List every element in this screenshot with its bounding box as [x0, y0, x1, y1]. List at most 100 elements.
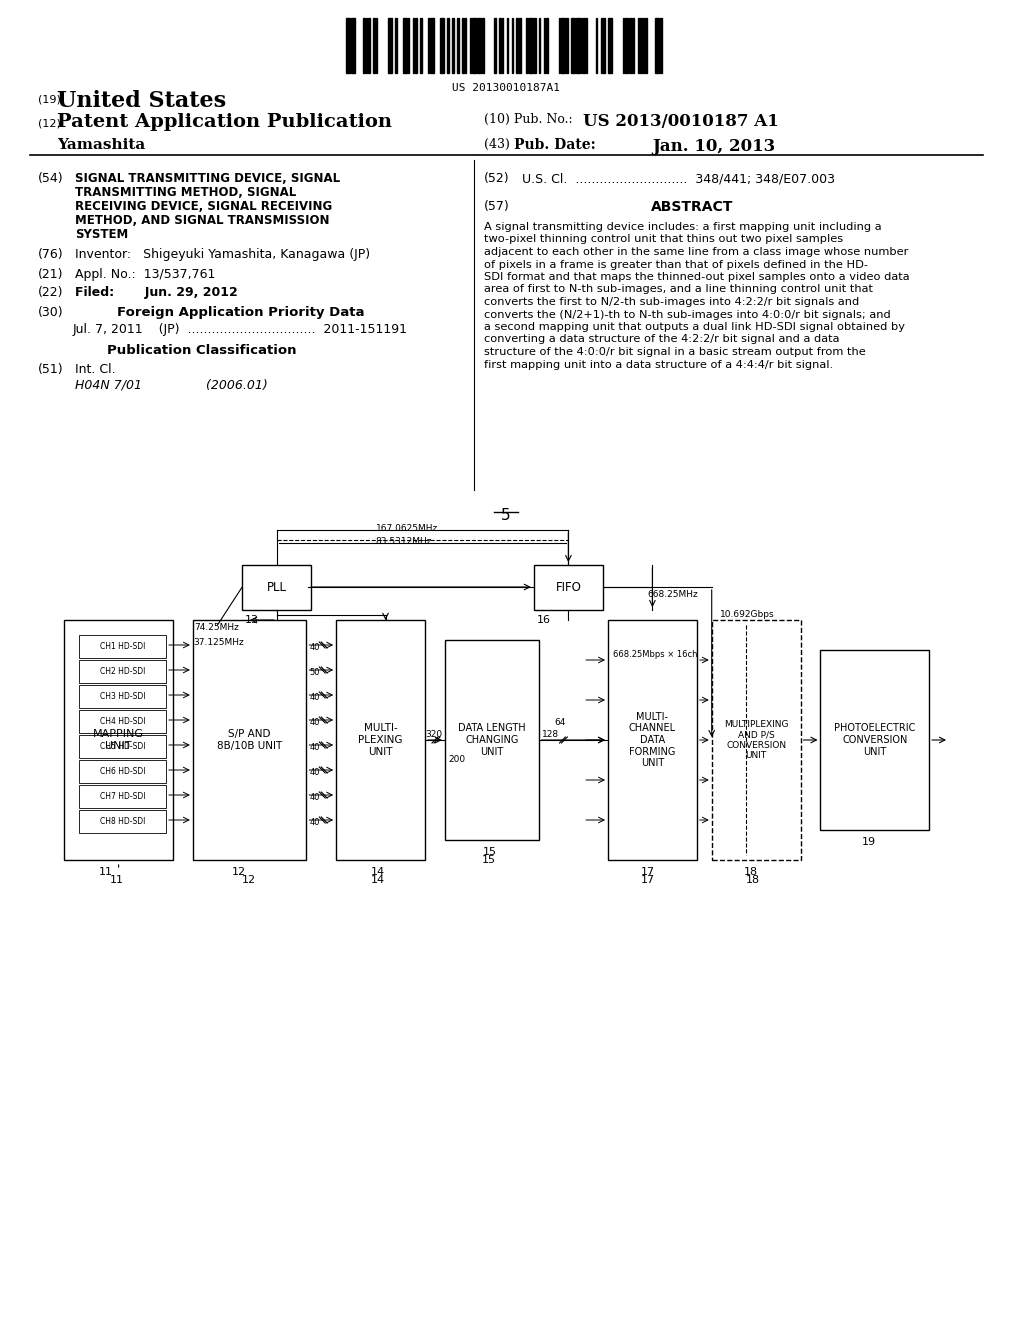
Text: CH3 HD-SDI: CH3 HD-SDI [99, 692, 145, 701]
Bar [610, 18, 612, 73]
Text: 320: 320 [425, 730, 442, 739]
Bar [558, 18, 560, 73]
Bar [640, 18, 642, 73]
Bar [465, 18, 466, 73]
Text: 128: 128 [542, 730, 559, 739]
Text: CH5 HD-SDI: CH5 HD-SDI [99, 742, 145, 751]
Bar [376, 18, 378, 73]
Bar [79, 785, 166, 808]
Text: 83.5312MHz: 83.5312MHz [376, 537, 432, 546]
Text: 11: 11 [99, 867, 113, 876]
Text: Jul. 7, 2011    (JP)  ................................  2011-151191: Jul. 7, 2011 (JP) ......................… [72, 323, 408, 337]
Text: 11: 11 [110, 875, 124, 884]
Text: Yamashita: Yamashita [57, 139, 145, 152]
Text: MULTI-
CHANNEL
DATA
FORMING
UNIT: MULTI- CHANNEL DATA FORMING UNIT [629, 711, 676, 768]
Text: of pixels in a frame is greater than that of pixels defined in the HD-: of pixels in a frame is greater than tha… [484, 260, 868, 269]
Text: Publication Classification: Publication Classification [106, 345, 296, 356]
Text: first mapping unit into a data structure of a 4:4:4/r bit signal.: first mapping unit into a data structure… [484, 359, 834, 370]
Bar [584, 18, 585, 73]
Text: 14: 14 [371, 875, 385, 884]
Text: Jan. 10, 2013: Jan. 10, 2013 [652, 139, 775, 154]
Bar [628, 18, 630, 73]
Text: (30): (30) [38, 306, 63, 319]
Text: 12: 12 [232, 867, 247, 876]
Text: CH4 HD-SDI: CH4 HD-SDI [99, 717, 145, 726]
Bar [415, 18, 417, 73]
Text: U.S. Cl.  ............................  348/441; 348/E07.003: U.S. Cl. ............................ 34… [522, 172, 835, 185]
Bar [534, 565, 603, 610]
Bar [502, 18, 504, 73]
Text: CH7 HD-SDI: CH7 HD-SDI [99, 792, 145, 801]
Text: 18: 18 [746, 875, 760, 884]
Text: 50: 50 [309, 668, 319, 677]
Text: CH2 HD-SDI: CH2 HD-SDI [100, 667, 145, 676]
Text: PHOTOELECTRIC
CONVERSION
UNIT: PHOTOELECTRIC CONVERSION UNIT [835, 723, 915, 756]
Bar [474, 18, 476, 73]
Bar [79, 710, 166, 733]
Text: 40: 40 [309, 768, 319, 777]
Text: area of first to N-th sub-images, and a line thinning control unit that: area of first to N-th sub-images, and a … [484, 285, 873, 294]
Bar [366, 18, 368, 73]
Bar [79, 810, 166, 833]
Bar [390, 18, 392, 73]
Bar [596, 18, 597, 73]
Text: METHOD, AND SIGNAL TRANSMISSION: METHOD, AND SIGNAL TRANSMISSION [75, 214, 330, 227]
Text: 40: 40 [309, 643, 319, 652]
Text: US 2013/0010187 A1: US 2013/0010187 A1 [584, 114, 779, 129]
Text: two-pixel thinning control unit that thins out two pixel samples: two-pixel thinning control unit that thi… [484, 235, 844, 244]
Text: S/P AND
8B/10B UNIT: S/P AND 8B/10B UNIT [217, 729, 283, 751]
Text: converting a data structure of the 4:2:2/r bit signal and a data: converting a data structure of the 4:2:2… [484, 334, 840, 345]
Bar [79, 685, 166, 708]
Text: a second mapping unit that outputs a dual link HD-SDI signal obtained by: a second mapping unit that outputs a dua… [484, 322, 905, 333]
Text: (52): (52) [484, 172, 510, 185]
Bar [364, 18, 365, 73]
Text: 17: 17 [641, 867, 654, 876]
Text: 74.25MHz: 74.25MHz [194, 623, 239, 632]
Bar [79, 635, 166, 657]
Bar [243, 565, 311, 610]
Bar [447, 18, 450, 73]
Text: 668.25Mbps × 16ch: 668.25Mbps × 16ch [613, 649, 697, 659]
Bar [528, 18, 530, 73]
Text: DATA LENGTH
CHANGING
UNIT: DATA LENGTH CHANGING UNIT [458, 723, 525, 756]
Bar [544, 18, 546, 73]
Bar [442, 18, 444, 73]
Text: 40: 40 [309, 793, 319, 803]
Bar [79, 760, 166, 783]
Bar [561, 18, 563, 73]
Text: (51): (51) [38, 363, 63, 376]
Text: CH1 HD-SDI: CH1 HD-SDI [100, 642, 145, 651]
Text: adjacent to each other in the same line from a class image whose number: adjacent to each other in the same line … [484, 247, 908, 257]
Text: 40: 40 [309, 743, 319, 752]
Text: (21): (21) [38, 268, 63, 281]
Text: Filed:       Jun. 29, 2012: Filed: Jun. 29, 2012 [75, 286, 238, 300]
Bar [608, 18, 609, 73]
Text: (57): (57) [484, 201, 510, 213]
Text: SIGNAL TRANSMITTING DEVICE, SIGNAL: SIGNAL TRANSMITTING DEVICE, SIGNAL [75, 172, 340, 185]
Text: (10) Pub. No.:: (10) Pub. No.: [484, 114, 573, 125]
Bar [630, 18, 632, 73]
Bar [79, 660, 166, 682]
Bar [573, 18, 575, 73]
Bar [626, 18, 627, 73]
Text: SDI format and that maps the thinned-out pixel samples onto a video data: SDI format and that maps the thinned-out… [484, 272, 910, 282]
Bar [586, 18, 588, 73]
Text: Inventor:   Shigeyuki Yamashita, Kanagawa (JP): Inventor: Shigeyuki Yamashita, Kanagawa … [75, 248, 371, 261]
Bar [512, 18, 513, 73]
Text: 64: 64 [555, 718, 566, 727]
Bar [388, 18, 390, 73]
Text: TRANSMITTING METHOD, SIGNAL: TRANSMITTING METHOD, SIGNAL [75, 186, 296, 199]
Bar [820, 649, 929, 830]
Bar [430, 18, 432, 73]
Text: PLL: PLL [267, 581, 287, 594]
Bar [353, 18, 355, 73]
Bar [462, 18, 464, 73]
Bar [519, 18, 520, 73]
Text: 19: 19 [862, 837, 877, 847]
Text: Foreign Application Priority Data: Foreign Application Priority Data [117, 306, 365, 319]
Text: H04N 7/01                (2006.01): H04N 7/01 (2006.01) [75, 379, 268, 392]
Bar [531, 18, 534, 73]
Text: (54): (54) [38, 172, 63, 185]
Text: 14: 14 [371, 867, 385, 876]
Text: 40: 40 [309, 693, 319, 702]
